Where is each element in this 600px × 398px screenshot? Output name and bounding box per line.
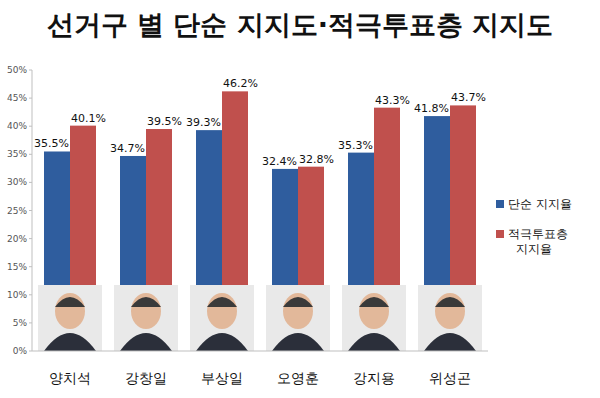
data-label: 34.7% bbox=[110, 142, 145, 155]
photo-hair bbox=[435, 297, 465, 307]
data-label: 40.1% bbox=[71, 112, 106, 125]
data-label: 35.5% bbox=[34, 137, 69, 150]
photos bbox=[38, 285, 482, 351]
tick-label: 40% bbox=[7, 121, 27, 131]
photo-body bbox=[424, 333, 476, 351]
photo-body bbox=[196, 333, 248, 351]
page: {"chart_data": { "type": "bar", "title":… bbox=[0, 0, 600, 398]
tick-label: 5% bbox=[13, 318, 28, 328]
tick-label: 20% bbox=[7, 234, 27, 244]
tick-label: 30% bbox=[7, 177, 27, 187]
tick-label: 0% bbox=[13, 346, 28, 356]
photo-frame bbox=[342, 285, 406, 351]
photo-frame bbox=[190, 285, 254, 351]
chart: 선거구 별 단순 지지도·적극투표층 지지도 0% 5% 10% 15% 20% 25% 30… bbox=[0, 0, 600, 398]
category-label: 양치석 bbox=[49, 370, 91, 386]
photo-frame bbox=[38, 285, 102, 351]
photo-face bbox=[55, 293, 85, 329]
tick-label: 35% bbox=[7, 149, 27, 159]
photo-hair bbox=[131, 297, 161, 307]
data-label: 43.7% bbox=[451, 91, 486, 104]
legend: 단순 지지율적극투표층지지율 bbox=[496, 197, 572, 256]
data-label: 32.4% bbox=[262, 155, 297, 168]
tick-label: 45% bbox=[7, 93, 27, 103]
legend-line: 적극투표층 bbox=[508, 227, 568, 241]
photo-frame bbox=[266, 285, 330, 351]
photo-body bbox=[44, 333, 96, 351]
tick-label: 15% bbox=[7, 262, 27, 272]
photo-frame bbox=[418, 285, 482, 351]
photo-hair bbox=[55, 297, 85, 307]
data-label: 43.3% bbox=[375, 94, 410, 107]
category-label: 강창일 bbox=[125, 370, 167, 386]
photo-body bbox=[120, 333, 172, 351]
photo-face bbox=[207, 293, 237, 329]
photo-hair bbox=[283, 297, 313, 307]
category-label: 부상일 bbox=[201, 370, 243, 386]
x-axis-line bbox=[32, 351, 488, 352]
legend-label: 적극투표층지지율 bbox=[508, 227, 568, 256]
photo-face bbox=[131, 293, 161, 329]
tick-label: 25% bbox=[7, 206, 27, 216]
legend-swatch bbox=[496, 230, 504, 238]
data-label: 46.2% bbox=[223, 77, 258, 90]
category-label: 오영훈 bbox=[277, 370, 319, 386]
photo-body bbox=[348, 333, 400, 351]
y-axis: 0% 5% 10% 15% 20% 25% 30% 35% 40% 45% 50% bbox=[7, 65, 32, 356]
photo-face bbox=[435, 293, 465, 329]
legend-swatch bbox=[496, 200, 504, 208]
data-label: 35.3% bbox=[338, 139, 373, 152]
photo-hair bbox=[359, 297, 389, 307]
title: 선거구 별 단순 지지도·적극투표층 지지도 bbox=[47, 9, 554, 40]
photo-body bbox=[272, 333, 324, 351]
data-label: 39.5% bbox=[147, 115, 182, 128]
category-label: 위성곤 bbox=[429, 370, 471, 386]
data-label: 41.8% bbox=[414, 102, 449, 115]
data-label: 39.3% bbox=[186, 116, 221, 129]
data-label: 32.8% bbox=[299, 153, 334, 166]
photo-face bbox=[283, 293, 313, 329]
tick-label: 50% bbox=[7, 65, 27, 75]
tick-label: 10% bbox=[7, 290, 27, 300]
category-label: 강지용 bbox=[353, 370, 395, 386]
background bbox=[0, 0, 600, 398]
photo-hair bbox=[207, 297, 237, 307]
photo-face bbox=[359, 293, 389, 329]
legend-line: 지지율 bbox=[516, 242, 552, 256]
bars bbox=[44, 91, 476, 351]
y-axis-line bbox=[32, 70, 33, 351]
photo-frame bbox=[114, 285, 178, 351]
data-labels: 35.5%40.1% 34.7% 39.5% 39.3% 46.2% 32.4%32.8%… bbox=[34, 77, 486, 168]
legend-label: 단순 지지율 bbox=[508, 197, 572, 211]
